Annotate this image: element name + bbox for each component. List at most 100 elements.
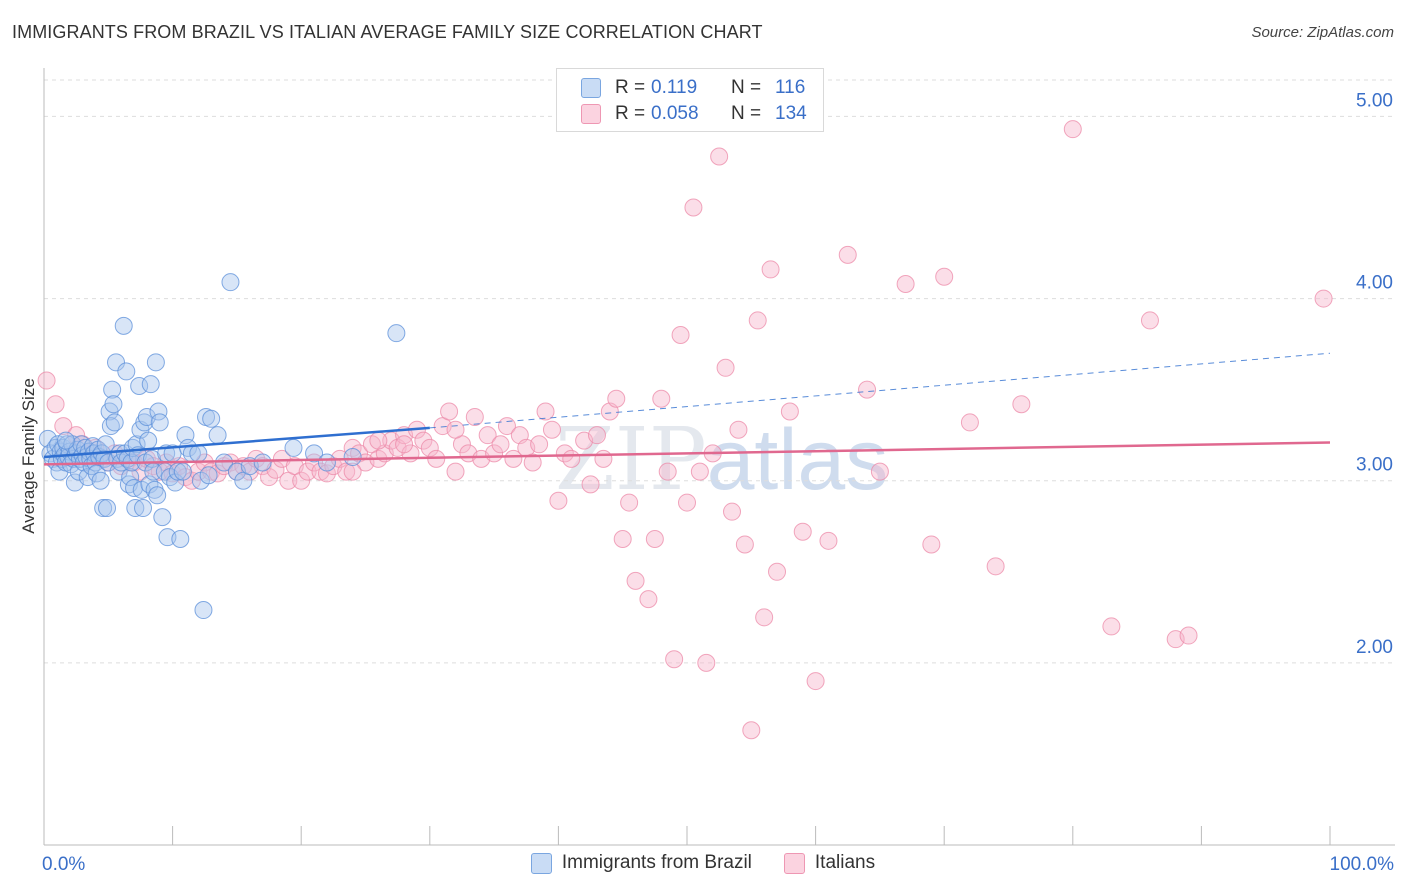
italians-point	[37, 371, 56, 390]
italians-point	[742, 721, 761, 740]
brazil-point	[199, 466, 218, 485]
x-tick-label: 100.0%	[1330, 854, 1395, 875]
brazil-trend-line	[43, 426, 430, 459]
watermark-atlas: atlas	[706, 412, 889, 508]
brazil-point	[94, 499, 113, 518]
italians-point	[697, 653, 716, 672]
italians-point	[587, 426, 606, 445]
italians-point	[684, 198, 703, 217]
bottom-legend-brazil: Immigrants from Brazil	[530, 852, 752, 874]
bottom-legend-swatch-italians	[783, 852, 805, 874]
italians-point	[652, 389, 671, 408]
brazil-point	[221, 273, 240, 292]
bottom-legend-swatch-brazil	[530, 852, 552, 874]
italians-point	[645, 530, 664, 548]
legend-row-italians: R = 0.058 N = 134	[581, 101, 807, 127]
italians-point	[549, 491, 568, 510]
italians-point	[594, 449, 613, 468]
brazil-point	[343, 448, 362, 467]
x-tick-label: 0.0%	[42, 854, 85, 875]
brazil-point	[189, 444, 208, 463]
bottom-legend: Immigrants from Brazil Italians	[0, 852, 1406, 874]
bottom-legend-italians: Italians	[783, 852, 875, 874]
italians-point	[298, 462, 317, 481]
brazil-point	[208, 426, 227, 445]
italians-point	[729, 420, 748, 439]
italians-point	[1179, 626, 1198, 645]
italians-point	[504, 449, 523, 468]
italians-point	[440, 402, 459, 421]
y-tick-label: 5.00	[1356, 90, 1393, 111]
legend-r-label: R =	[615, 77, 646, 98]
trend-lines	[43, 352, 1331, 466]
italians-point	[54, 417, 73, 436]
brazil-trend-extension	[429, 352, 1331, 429]
brazil-point	[194, 601, 213, 620]
italians-point	[793, 522, 812, 541]
brazil-point	[317, 453, 336, 472]
brazil-point	[103, 380, 122, 399]
italians-point	[896, 275, 915, 293]
legend-r-value: 0.119	[651, 77, 698, 98]
italians-point	[780, 402, 799, 421]
brazil-point	[114, 316, 133, 335]
brazil-point	[171, 530, 190, 548]
italians-point	[491, 435, 510, 454]
italians-point	[626, 571, 645, 590]
brazil-point	[107, 353, 126, 372]
y-axis-title: Average Family Size	[19, 378, 38, 534]
legend-swatch-brazil	[581, 78, 601, 98]
italians-point	[292, 471, 311, 490]
italians-point	[690, 462, 709, 481]
italians-point	[395, 435, 414, 454]
italians-point	[530, 435, 549, 454]
brazil-point	[141, 375, 160, 394]
italians-point	[317, 464, 336, 483]
italians-point	[1314, 289, 1333, 308]
source-label: Source: ZipAtlas.com	[1251, 24, 1394, 41]
italians-point	[478, 426, 497, 445]
italians-point	[343, 462, 362, 481]
legend-row-brazil: R = 0.119 N = 116	[581, 75, 805, 101]
brazil-point	[202, 409, 221, 428]
tick-labels: 2.00 3.00 4.00 5.00 0.0% 100.0%	[42, 90, 1394, 875]
italians-point	[620, 493, 639, 512]
italians-point	[665, 650, 684, 669]
italians-point	[768, 562, 787, 581]
italians-point	[960, 413, 979, 432]
italians-point	[613, 530, 632, 548]
legend-n-label: N =	[731, 103, 762, 124]
chart-title: IMMIGRANTS FROM BRAZIL VS ITALIAN AVERAG…	[12, 22, 763, 42]
legend-n-value: 134	[775, 103, 807, 124]
italians-point	[67, 426, 86, 445]
brazil-point	[121, 468, 140, 487]
italians-point	[581, 475, 600, 494]
italians-point	[420, 438, 439, 457]
italians-point	[870, 462, 889, 481]
brazil-point	[146, 353, 165, 372]
italians-point	[542, 420, 561, 439]
italians-point	[446, 462, 465, 481]
italians-point	[658, 462, 677, 481]
brazil-point	[284, 438, 303, 457]
brazil-point	[130, 377, 149, 395]
legend-n-value: 116	[775, 77, 806, 98]
italians-point	[1063, 120, 1082, 139]
italians-point	[761, 260, 780, 279]
italians-point	[1102, 617, 1121, 636]
y-tick-label: 4.00	[1356, 273, 1393, 294]
italians-point	[716, 358, 735, 377]
legend: R = 0.119 N = 116 R = 0.058 N = 134	[556, 68, 824, 132]
brazil-point	[104, 395, 123, 414]
italians-point	[723, 502, 742, 521]
italians-point	[671, 326, 690, 344]
italians-point	[465, 407, 484, 426]
brazil-point	[253, 453, 272, 472]
brazil-point	[125, 479, 144, 497]
italians-point	[678, 493, 696, 512]
italians-point	[1140, 311, 1159, 330]
brazil-point	[98, 499, 117, 518]
brazil-point	[105, 413, 124, 432]
italians-point	[735, 535, 754, 554]
